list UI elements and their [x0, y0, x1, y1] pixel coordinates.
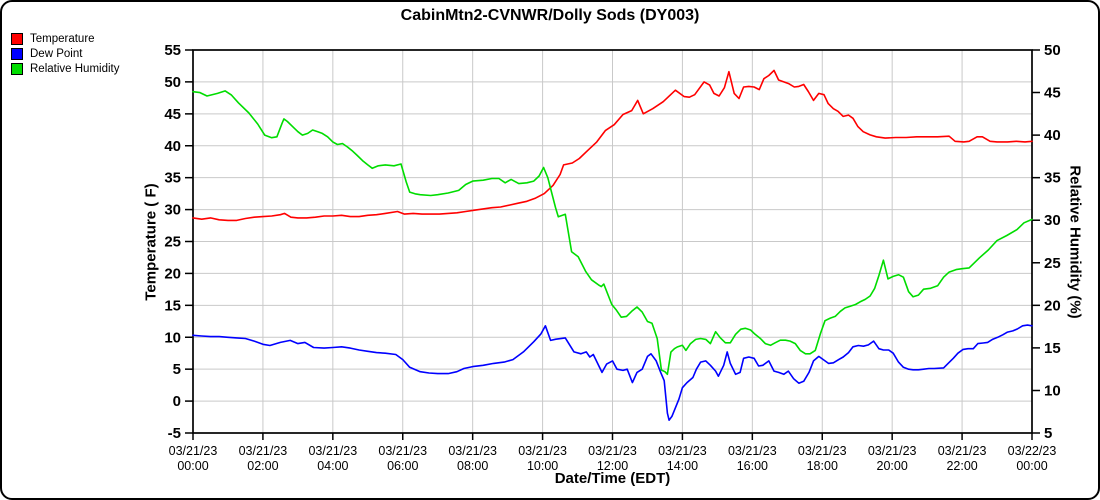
x-tick-date-label: 03/21/23 — [239, 444, 288, 458]
x-tick-date-label: 03/21/23 — [728, 444, 777, 458]
left-tick-label: 20 — [164, 265, 181, 282]
left-tick-label: 45 — [164, 106, 181, 123]
x-tick-date-label: 03/21/23 — [868, 444, 917, 458]
x-tick-time-label: 12:00 — [597, 459, 628, 473]
x-tick-time-label: 00:00 — [177, 459, 208, 473]
left-tick-label: 30 — [164, 202, 181, 219]
right-tick-label: 10 — [1044, 382, 1061, 399]
x-tick-time-label: 16:00 — [737, 459, 768, 473]
chart-title: CabinMtn2-CVNWR/Dolly Sods (DY003) — [400, 7, 700, 24]
x-tick-date-label: 03/21/23 — [658, 444, 707, 458]
left-tick-label: 15 — [164, 297, 181, 314]
left-tick-label: 5 — [173, 361, 181, 378]
right-tick-label: 20 — [1044, 297, 1061, 314]
right-tick-label: 15 — [1044, 340, 1061, 357]
left-tick-label: 10 — [164, 329, 181, 346]
x-tick-date-label: 03/21/23 — [308, 444, 357, 458]
right-tick-label: 25 — [1044, 255, 1061, 272]
x-tick-date-label: 03/22/23 — [1008, 444, 1057, 458]
dew-point-swatch-icon — [11, 47, 23, 60]
right-tick-label: 50 — [1044, 42, 1061, 59]
legend-item-dew-point: Dew Point — [11, 46, 119, 61]
left-tick-label: 55 — [164, 42, 181, 59]
left-tick-label: 35 — [164, 170, 181, 187]
x-tick-date-label: 03/21/23 — [378, 444, 427, 458]
x-tick-time-label: 10:00 — [527, 459, 558, 473]
x-tick-time-label: 08:00 — [457, 459, 488, 473]
series-line-temperature — [192, 69, 1033, 222]
legend-label-temperature: Temperature — [30, 32, 95, 45]
legend-item-temperature: Temperature — [11, 31, 119, 46]
x-tick-time-label: 22:00 — [946, 459, 977, 473]
x-tick-time-label: 20:00 — [877, 459, 908, 473]
x-axis-title: Date/Time (EDT) — [554, 470, 671, 487]
x-tick-time-label: 04:00 — [317, 459, 348, 473]
x-tick-date-label: 03/21/23 — [798, 444, 847, 458]
x-tick-time-label: 14:00 — [667, 459, 698, 473]
left-tick-label: 40 — [164, 138, 181, 155]
series-line-relative-humidity — [192, 90, 1033, 376]
legend: Temperature Dew Point Relative Humidity — [11, 31, 119, 76]
left-tick-label: 0 — [173, 393, 181, 410]
legend-label-relative-humidity: Relative Humidity — [30, 62, 120, 75]
x-tick-date-label: 03/21/23 — [169, 444, 218, 458]
left-tick-label: 50 — [164, 74, 181, 91]
right-tick-label: 40 — [1044, 127, 1061, 144]
right-tick-label: 5 — [1044, 425, 1052, 442]
right-tick-label: 45 — [1044, 85, 1061, 102]
x-tick-date-label: 03/21/23 — [518, 444, 567, 458]
x-tick-date-label: 03/21/23 — [588, 444, 637, 458]
left-tick-label: -5 — [168, 425, 181, 442]
x-tick-time-label: 00:00 — [1016, 459, 1047, 473]
x-tick-time-label: 02:00 — [247, 459, 278, 473]
right-tick-label: 35 — [1044, 170, 1061, 187]
legend-item-relative-humidity: Relative Humidity — [11, 61, 119, 76]
x-tick-date-label: 03/21/23 — [448, 444, 497, 458]
temperature-swatch-icon — [11, 32, 23, 45]
x-tick-date-label: 03/21/23 — [938, 444, 987, 458]
right-tick-label: 30 — [1044, 212, 1061, 229]
legend-label-dew-point: Dew Point — [30, 47, 83, 60]
left-tick-label: 25 — [164, 234, 181, 251]
x-tick-time-label: 18:00 — [807, 459, 838, 473]
x-tick-time-label: 06:00 — [387, 459, 418, 473]
series-line-dew-point — [192, 324, 1033, 422]
relative-humidity-swatch-icon — [11, 62, 23, 75]
